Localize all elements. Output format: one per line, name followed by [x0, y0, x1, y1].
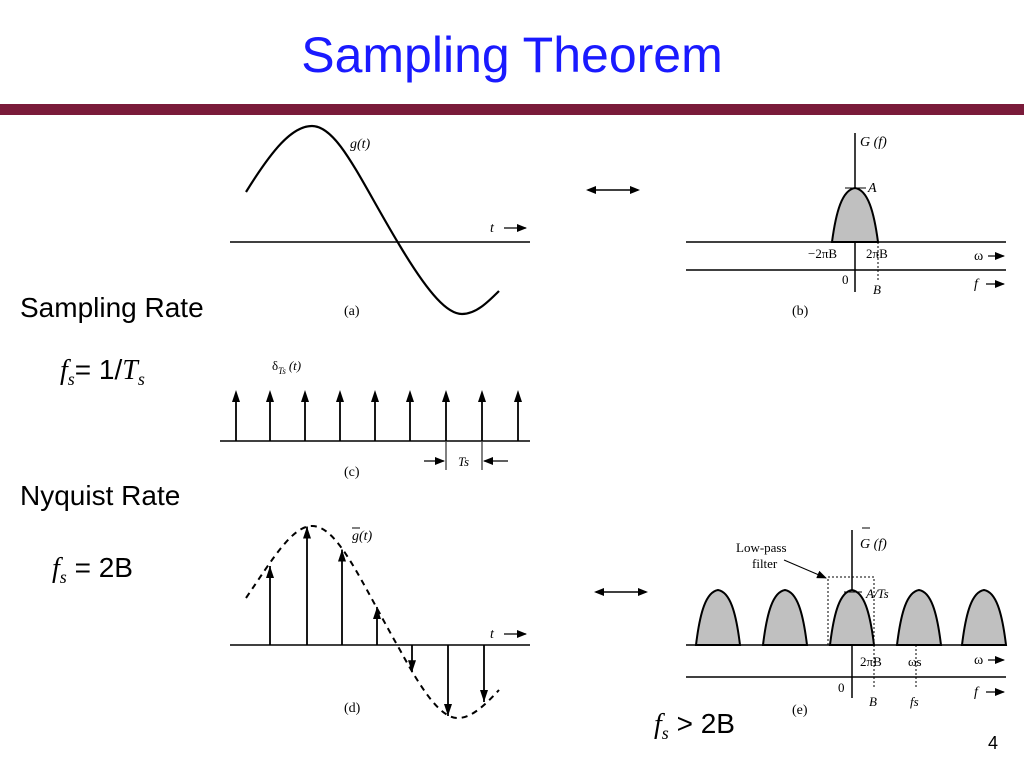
impulse-head-7 — [478, 390, 486, 402]
figure-e-lowpass-box — [827, 576, 875, 646]
fourier-pair-arrow-top — [586, 186, 640, 194]
impulse-head-0 — [232, 390, 240, 402]
figure-e-filter-pointer — [783, 559, 827, 579]
figure-a: g(t) t (a) — [230, 124, 530, 319]
oversampling-formula: fs > 2B — [654, 708, 735, 743]
figure-d-caption: (d) — [344, 701, 361, 716]
figure-b-f-label: f — [974, 277, 980, 292]
page-number: 4 — [987, 733, 998, 753]
figure-e-band-label: 2πB — [860, 654, 882, 669]
figure-a-axis-label: t — [490, 221, 495, 236]
figure-c: δTs (t) Ts (c) — [220, 358, 530, 480]
figure-e-fs-label: fs — [910, 694, 919, 709]
impulse-head-5 — [406, 390, 414, 402]
figure-a-signal-curve — [245, 124, 500, 316]
sample-head-3 — [373, 606, 381, 619]
figure-e-caption: (e) — [792, 703, 808, 718]
spectrum-copy-4 — [960, 588, 1008, 646]
figure-e-f-label: f — [974, 685, 980, 700]
figure-e: Low-pass filter G (f) A/Ts 2πB ωs 0 B fs… — [686, 527, 1008, 718]
figure-b-b-label: B — [873, 282, 881, 297]
sample-head-1 — [303, 526, 311, 539]
spectrum-copy-0 — [694, 588, 742, 646]
nyquist-formula: fs = 2B — [52, 552, 133, 587]
figure-d-envelope-curve — [245, 524, 500, 720]
sample-head-6 — [480, 690, 488, 702]
figure-b-caption: (b) — [792, 304, 809, 319]
impulse-head-4 — [371, 390, 379, 402]
sample-head-5 — [444, 704, 452, 716]
spectrum-copy-2 — [828, 588, 876, 646]
figure-b-pos-band-label: 2πB — [866, 246, 888, 261]
impulse-head-3 — [336, 390, 344, 402]
fourier-pair-arrow-bottom — [594, 588, 648, 596]
impulse-head-6 — [442, 390, 450, 402]
figure-e-signal-label: G (f) — [860, 537, 887, 552]
figure-d-signal-label: g(t) — [352, 529, 373, 544]
figure-e-omega-s-label: ωs — [908, 654, 922, 669]
figure-c-caption: (c) — [344, 465, 360, 480]
figure-b-omega-label: ω — [974, 249, 983, 264]
figure-e-spectral-copies — [694, 588, 1008, 646]
figure-d-samples — [266, 526, 488, 716]
figure-e-omega-label: ω — [974, 653, 983, 668]
spectrum-copy-3 — [895, 588, 943, 646]
figure-b-spectrum-lobe — [830, 186, 880, 243]
figure-b-signal-label: G (f) — [860, 135, 887, 150]
page-title: Sampling Theorem — [301, 27, 723, 83]
figure-e-filter-label-2: filter — [752, 556, 778, 571]
figure-b-zero-label: 0 — [842, 272, 849, 287]
sampling-rate-label: Sampling Rate — [20, 292, 204, 323]
figure-a-caption: (a) — [344, 304, 360, 319]
figure-e-peak-label: A/Ts — [865, 586, 889, 601]
figure-e-filter-label-1: Low-pass — [736, 540, 787, 555]
figure-c-signal-label: δTs (t) — [272, 358, 301, 376]
sample-head-2 — [338, 549, 346, 562]
figure-b-neg-band-label: −2πB — [808, 246, 837, 261]
figure-a-signal-label: g(t) — [350, 137, 371, 152]
impulse-head-2 — [301, 390, 309, 402]
figure-d-axis-label: t — [490, 627, 495, 642]
spectrum-copy-1 — [761, 588, 809, 646]
figure-d: g(t) t (d) — [230, 524, 530, 720]
figure-c-period-label: Ts — [458, 454, 469, 469]
figure-c-impulses — [232, 390, 522, 441]
impulse-head-1 — [266, 390, 274, 402]
sample-head-4 — [408, 660, 416, 673]
figure-e-zero-label: 0 — [838, 680, 845, 695]
sample-head-0 — [266, 566, 274, 578]
nyquist-rate-label: Nyquist Rate — [20, 480, 181, 511]
figure-b: G (f) A −2πB 2πB 0 B ω f (b) — [686, 133, 1006, 319]
title-divider — [0, 104, 1024, 115]
figure-b-peak-label: A — [867, 181, 877, 196]
impulse-head-8 — [514, 390, 522, 402]
fs-definition-formula: fs= 1/Ts — [60, 354, 145, 389]
figure-e-b-label: B — [869, 694, 877, 709]
